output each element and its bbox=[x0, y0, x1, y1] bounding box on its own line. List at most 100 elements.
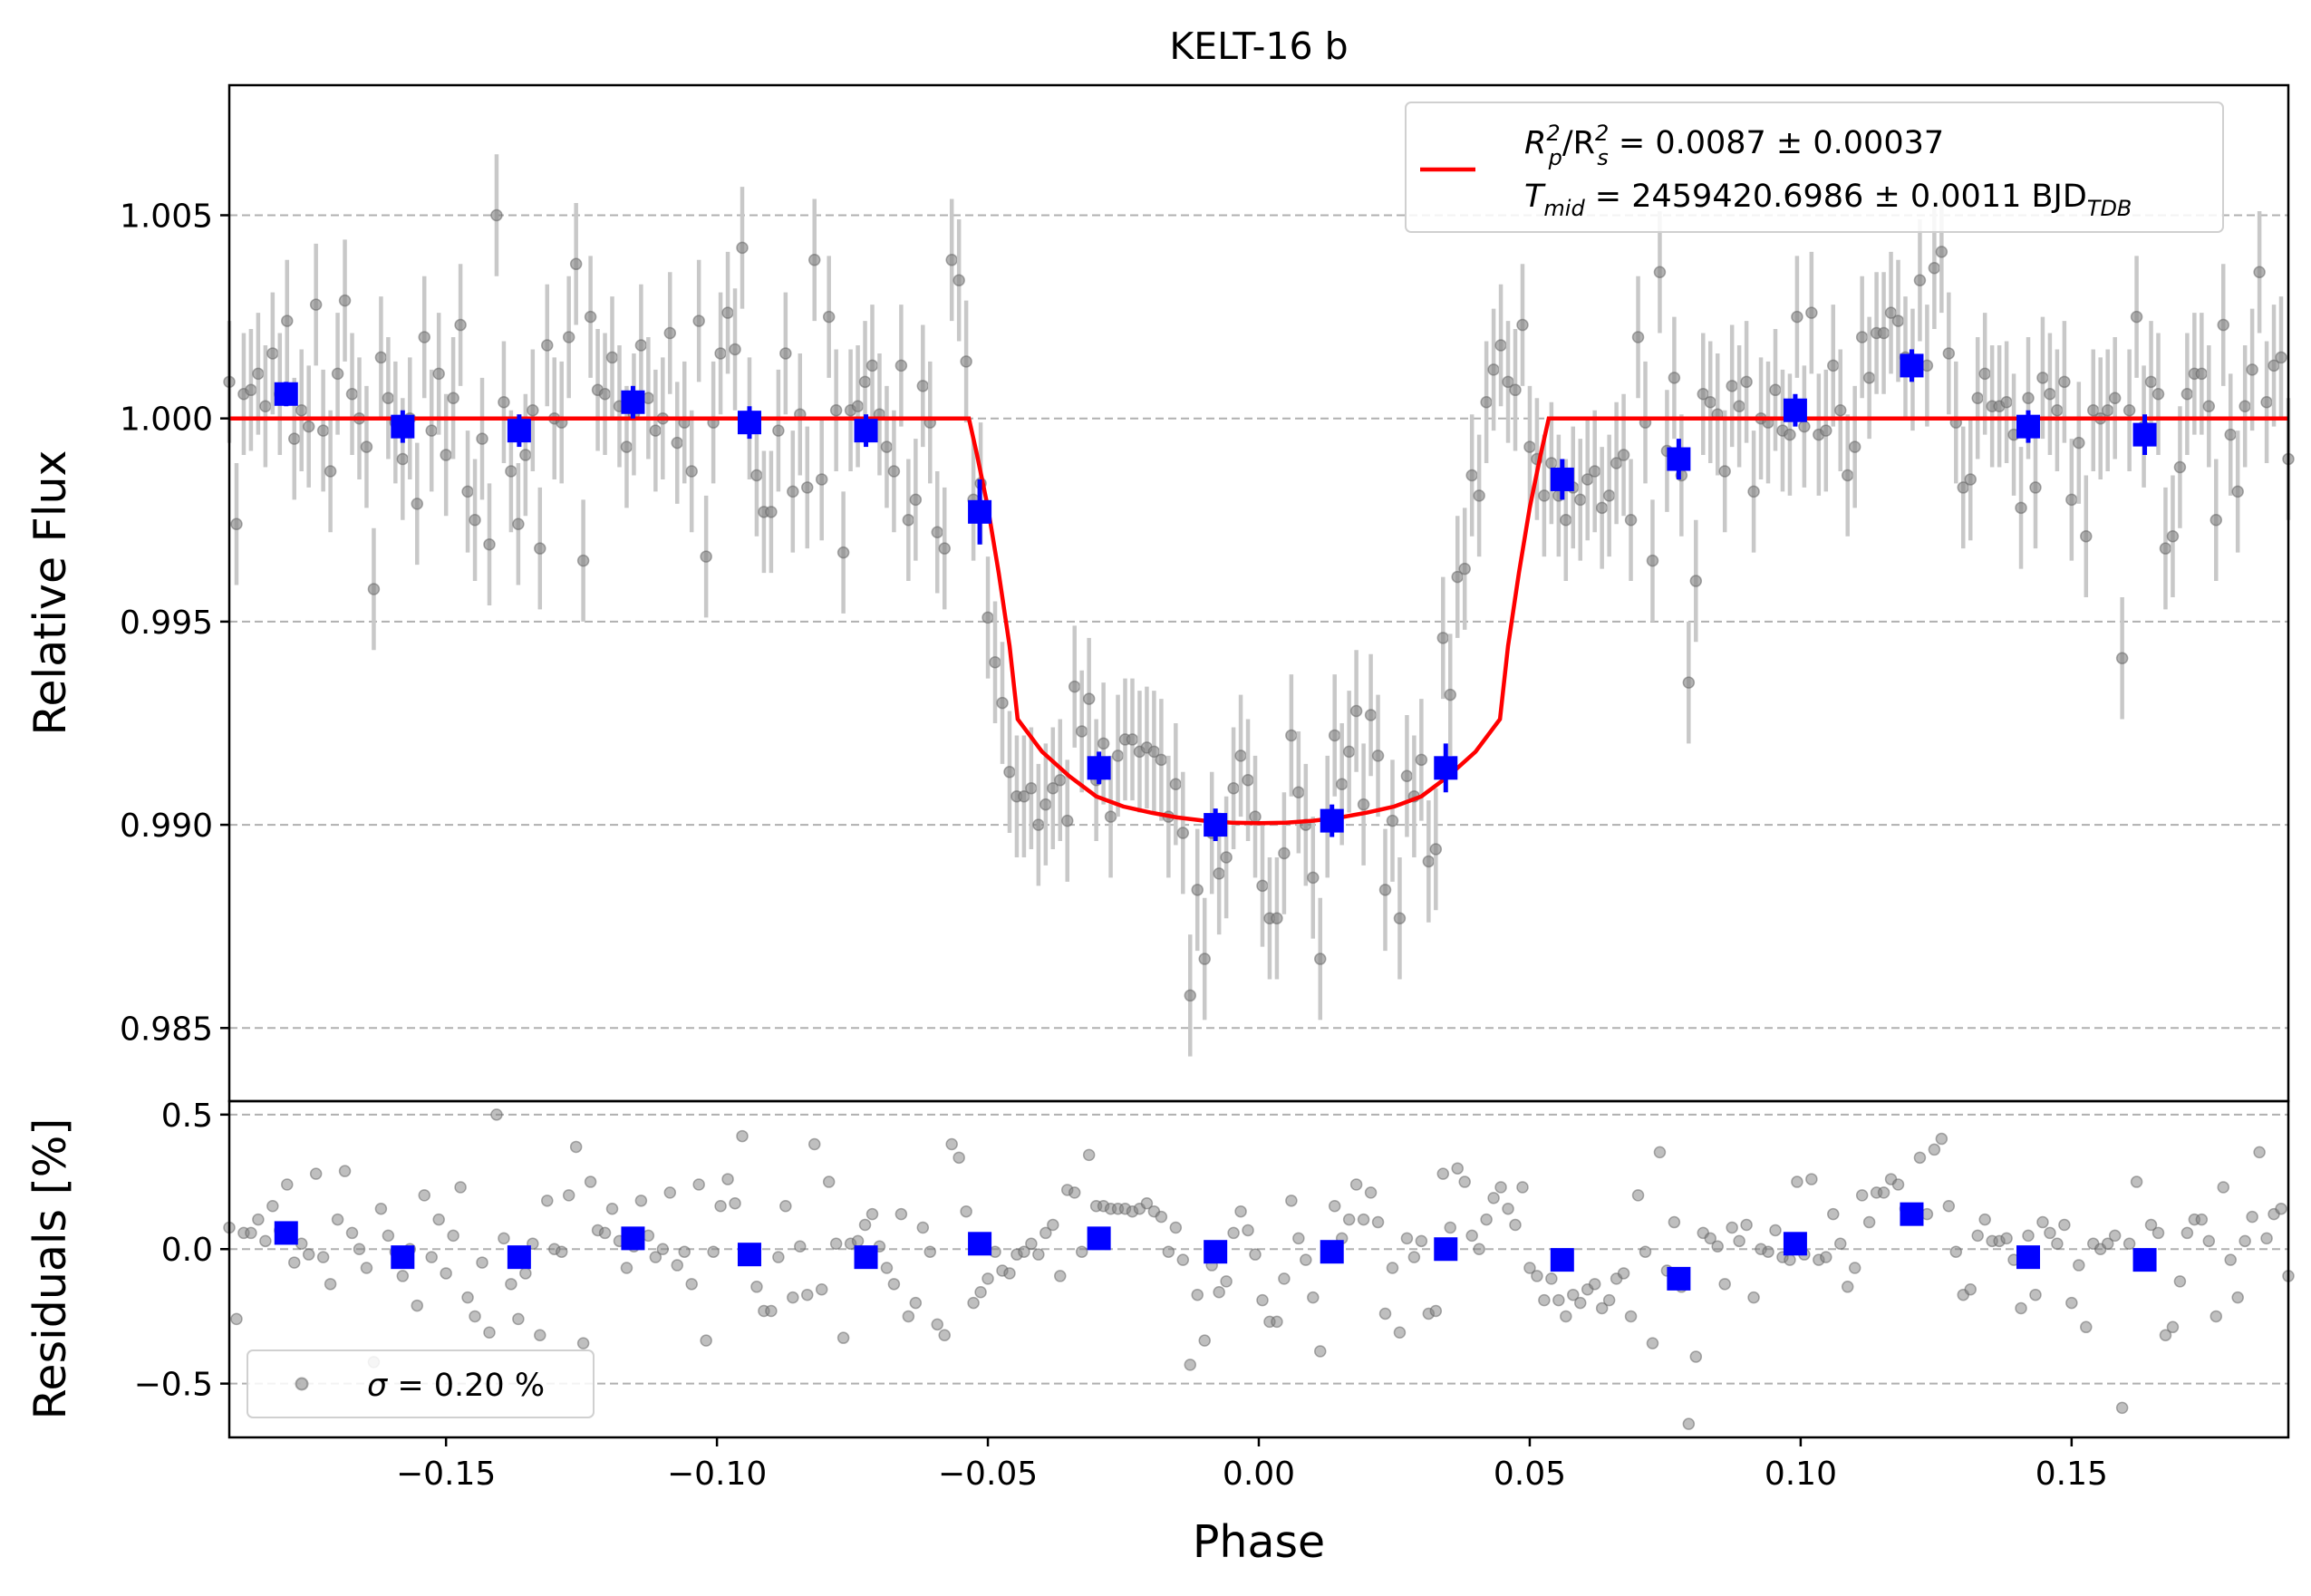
raw-point bbox=[569, 257, 583, 271]
raw-point bbox=[1198, 953, 1211, 965]
raw-point bbox=[1349, 704, 1363, 718]
raw-point bbox=[2073, 436, 2085, 450]
raw-point bbox=[338, 294, 352, 307]
raw-point bbox=[1213, 867, 1225, 880]
raw-point bbox=[1855, 331, 1869, 343]
residual-legend-sigma: σ = 0.20 % bbox=[367, 1368, 545, 1404]
raw-point bbox=[2080, 529, 2093, 543]
residual-raw-point bbox=[1949, 1245, 1963, 1258]
binned-point bbox=[2016, 414, 2041, 439]
raw-point bbox=[1682, 676, 1696, 689]
main-y-tick-label: 0.985 bbox=[120, 1011, 213, 1048]
residual-y-tick-label: −0.5 bbox=[134, 1367, 213, 1404]
x-tick-label: −0.10 bbox=[667, 1456, 767, 1493]
residual-binned-point bbox=[854, 1245, 878, 1270]
residual-raw-point bbox=[1407, 1251, 1421, 1263]
raw-point bbox=[2065, 493, 2078, 507]
raw-point bbox=[787, 485, 799, 498]
raw-point bbox=[425, 424, 438, 437]
raw-point bbox=[527, 403, 539, 417]
residual-raw-point bbox=[338, 1165, 352, 1177]
residual-raw-point bbox=[1444, 1221, 1457, 1234]
residual-raw-point bbox=[1978, 1213, 1991, 1226]
residual-raw-point bbox=[1213, 1285, 1225, 1299]
residual-raw-point bbox=[2217, 1181, 2230, 1194]
raw-point bbox=[1798, 420, 1811, 433]
raw-point bbox=[945, 254, 958, 266]
residual-raw-point bbox=[1841, 1281, 1854, 1293]
raw-point bbox=[2195, 367, 2209, 381]
residual-raw-point bbox=[1386, 1262, 1399, 1274]
raw-point bbox=[1278, 846, 1291, 860]
raw-point bbox=[1487, 363, 1500, 376]
residual-raw-point bbox=[2180, 1226, 2194, 1240]
residual-raw-point bbox=[2202, 1234, 2216, 1248]
binned-point bbox=[621, 390, 645, 414]
raw-point bbox=[1971, 392, 1984, 405]
residual-raw-point bbox=[2238, 1234, 2251, 1248]
residual-raw-point bbox=[1653, 1146, 1667, 1159]
raw-point bbox=[1862, 372, 1876, 384]
residual-raw-point bbox=[1805, 1173, 1818, 1185]
residual-raw-point bbox=[576, 1337, 590, 1349]
raw-point bbox=[316, 424, 330, 437]
raw-point bbox=[1560, 514, 1572, 527]
residual-raw-point bbox=[2260, 1232, 2273, 1245]
raw-point bbox=[909, 493, 923, 507]
raw-point bbox=[1935, 246, 1948, 258]
raw-point bbox=[2015, 501, 2027, 515]
raw-point bbox=[367, 583, 381, 595]
raw-point bbox=[1271, 912, 1283, 924]
raw-point bbox=[938, 542, 951, 555]
residual-raw-point bbox=[287, 1256, 301, 1269]
residual-raw-point bbox=[1025, 1237, 1038, 1251]
residual-raw-point bbox=[765, 1304, 778, 1318]
x-tick-label: 0.05 bbox=[1494, 1456, 1566, 1493]
residual-binned-point bbox=[507, 1245, 531, 1270]
residual-raw-point bbox=[685, 1278, 698, 1291]
residual-raw-point bbox=[1928, 1143, 1941, 1156]
raw-point bbox=[721, 306, 734, 319]
residual-raw-point bbox=[1964, 1283, 1977, 1296]
residual-raw-point bbox=[1567, 1288, 1580, 1301]
raw-point bbox=[295, 403, 308, 417]
residual-raw-point bbox=[519, 1267, 532, 1280]
main-y-tick-label: 1.000 bbox=[120, 401, 213, 439]
raw-point bbox=[534, 542, 546, 555]
raw-point bbox=[1393, 912, 1407, 924]
raw-point bbox=[1833, 403, 1847, 417]
raw-point bbox=[1415, 753, 1428, 767]
raw-point bbox=[2108, 392, 2122, 405]
residual-raw-point bbox=[1913, 1151, 1927, 1165]
residual-raw-point bbox=[1378, 1307, 1392, 1320]
residual-raw-point bbox=[1747, 1291, 1760, 1304]
residual-raw-point bbox=[1300, 1253, 1312, 1266]
raw-point bbox=[887, 465, 901, 478]
residual-raw-point bbox=[2159, 1329, 2172, 1341]
residual-binned-point bbox=[1087, 1226, 1111, 1251]
residual-raw-point bbox=[1227, 1226, 1240, 1240]
residual-raw-point bbox=[887, 1278, 901, 1291]
raw-point bbox=[1523, 440, 1536, 453]
legend-t-symbol: T bbox=[1524, 179, 1546, 215]
residual-raw-point bbox=[1075, 1245, 1088, 1258]
legend-r-symbol: R bbox=[1524, 125, 1546, 161]
residual-raw-point bbox=[787, 1291, 799, 1304]
residual-raw-point bbox=[2231, 1291, 2244, 1304]
raw-point bbox=[2101, 403, 2114, 417]
raw-point bbox=[1025, 781, 1038, 795]
residual-raw-point bbox=[1833, 1237, 1847, 1251]
residual-binned-point bbox=[621, 1226, 645, 1251]
residual-raw-point bbox=[2029, 1288, 2042, 1301]
residual-raw-point bbox=[2058, 1218, 2071, 1232]
raw-point bbox=[1227, 781, 1240, 795]
residual-binned-point bbox=[1783, 1232, 1807, 1256]
residual-raw-point bbox=[1791, 1175, 1803, 1188]
raw-point bbox=[1545, 457, 1558, 469]
raw-point bbox=[1726, 380, 1738, 392]
residual-raw-point bbox=[418, 1189, 430, 1202]
residual-raw-point bbox=[829, 1237, 843, 1251]
residual-raw-point bbox=[729, 1197, 741, 1210]
raw-point bbox=[1574, 493, 1587, 507]
raw-point bbox=[1942, 347, 1956, 360]
